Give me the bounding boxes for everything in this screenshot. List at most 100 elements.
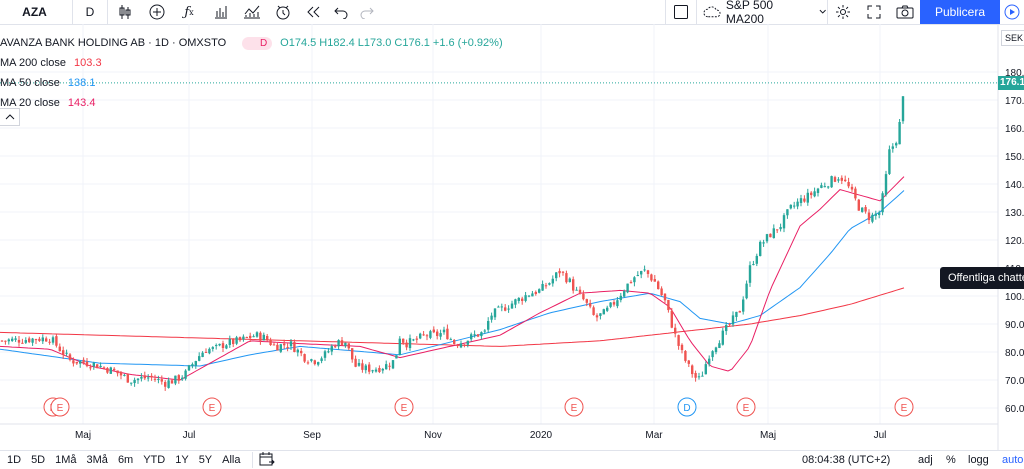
event-marker[interactable]: [202, 397, 222, 417]
candle-body: [354, 358, 357, 367]
auto-toggle[interactable]: auto: [1002, 454, 1024, 466]
gear-icon[interactable]: [828, 0, 858, 24]
range-button[interactable]: 5D: [31, 454, 46, 466]
currency-label[interactable]: SEK: [1001, 30, 1024, 46]
candle-body: [762, 242, 765, 244]
event-marker[interactable]: [394, 397, 414, 417]
candle-body: [697, 376, 701, 378]
event-marker[interactable]: [894, 397, 914, 417]
interval-button[interactable]: D: [85, 5, 95, 19]
event-marker[interactable]: [677, 397, 697, 417]
chart-legend: AVANZA BANK HOLDING AB · 1D · OMXSTO D O…: [0, 33, 503, 113]
price-tick-label: 150.0: [1005, 152, 1024, 163]
compare-dropdown[interactable]: S&P 500 MA200: [697, 0, 827, 26]
undo-icon[interactable]: [328, 0, 354, 24]
candle-body: [449, 339, 452, 341]
symbol-search[interactable]: AZA: [22, 5, 47, 19]
candle-body: [85, 361, 89, 367]
candle-body: [232, 338, 235, 345]
candle-body: [833, 177, 837, 182]
candle-body: [72, 360, 75, 364]
candle-body: [891, 146, 894, 149]
candle-body: [548, 283, 551, 285]
candle-body: [425, 335, 429, 337]
event-markers[interactable]: EEEEEDEE: [43, 397, 914, 417]
toolbar-divider: [107, 0, 108, 24]
candle-body: [779, 227, 782, 230]
candle-body: [714, 347, 718, 353]
price-axis[interactable]: 60.070.080.090.0100.0110.0120.0130.0140.…: [997, 24, 1024, 450]
event-marker[interactable]: [50, 397, 70, 417]
bar-templates-icon[interactable]: [236, 0, 268, 24]
publish-button[interactable]: Publicera: [920, 0, 1000, 24]
candle-body: [296, 349, 299, 353]
camera-icon[interactable]: [890, 0, 920, 24]
public-chats-tooltip[interactable]: Offentliga chatter: [940, 267, 1024, 289]
time-tick-label: Sep: [303, 430, 321, 441]
legend-ma20-row[interactable]: MA 20 close 143.4: [0, 93, 503, 113]
legend-collapse-button[interactable]: [0, 108, 20, 126]
price-chart[interactable]: EEEEEDEE 60.070.080.090.0100.0110.0120.0…: [0, 24, 1024, 450]
candle-body: [153, 378, 157, 380]
goto-date-icon[interactable]: [259, 451, 275, 469]
legend-ma200-row[interactable]: MA 200 close 103.3: [0, 53, 503, 73]
adjust-toggle[interactable]: adj: [918, 454, 933, 466]
time-axis[interactable]: Maj Jul Sep Nov 2020 Mar Maj Jul: [0, 423, 998, 441]
time-tick-label: Jul: [183, 430, 196, 441]
range-button[interactable]: 1Må: [55, 454, 77, 466]
range-button[interactable]: YTD: [143, 454, 166, 466]
event-marker[interactable]: [736, 397, 756, 417]
candle-body: [742, 299, 745, 312]
candle-body: [840, 177, 843, 181]
candle-body: [327, 351, 330, 353]
candle-body: [391, 360, 395, 369]
range-button[interactable]: 6m: [117, 454, 134, 466]
dividend-badge[interactable]: D: [242, 36, 273, 50]
range-button[interactable]: 1D: [7, 454, 22, 466]
event-marker-label: D: [683, 403, 690, 414]
layout-square-icon[interactable]: [666, 0, 696, 24]
candle-body: [592, 307, 595, 315]
price-tick-label: 90.0: [1005, 320, 1024, 331]
add-compare-icon[interactable]: [142, 0, 172, 24]
range-button[interactable]: 1Y: [175, 454, 189, 466]
candle-body: [17, 339, 21, 343]
candle-body: [167, 380, 170, 388]
candle-body: [874, 213, 877, 216]
candle-body: [119, 372, 123, 376]
replay-icon[interactable]: [298, 0, 328, 24]
log-toggle[interactable]: logg: [968, 454, 989, 466]
candle-body: [402, 338, 405, 343]
play-icon[interactable]: [1000, 0, 1024, 24]
candle-body: [68, 354, 72, 360]
event-marker[interactable]: [564, 397, 584, 417]
candle-body: [21, 342, 24, 344]
cloud-save-icon: [703, 6, 721, 18]
candles-icon[interactable]: [108, 0, 142, 24]
range-button[interactable]: Alla: [222, 454, 241, 466]
candle-body: [653, 279, 656, 282]
ma200-line: [0, 287, 905, 347]
legend-low: L173.0: [357, 37, 392, 49]
candle-body: [881, 193, 884, 213]
redo-icon[interactable]: [354, 0, 380, 24]
candle-body: [480, 332, 483, 337]
legend-ma50-row[interactable]: MA 50 close 138.1: [0, 73, 503, 93]
clock-timezone[interactable]: 08:04:38 (UTC+2): [802, 454, 891, 466]
candle-body: [283, 343, 286, 346]
candle-body: [238, 337, 242, 341]
percent-toggle[interactable]: %: [946, 454, 956, 466]
financials-icon[interactable]: [206, 0, 236, 24]
fullscreen-icon[interactable]: [858, 0, 890, 24]
candle-body: [198, 356, 201, 361]
legend-symbol-title[interactable]: AVANZA BANK HOLDING AB · 1D · OMXSTO: [0, 37, 227, 49]
candle-body: [684, 350, 687, 361]
candle-body: [507, 308, 510, 310]
range-button[interactable]: 3Må: [86, 454, 108, 466]
event-marker-label: E: [401, 403, 408, 414]
alert-icon[interactable]: [268, 0, 298, 24]
range-button[interactable]: 5Y: [198, 454, 213, 466]
candle-body: [680, 344, 684, 351]
candle-body: [55, 336, 58, 346]
